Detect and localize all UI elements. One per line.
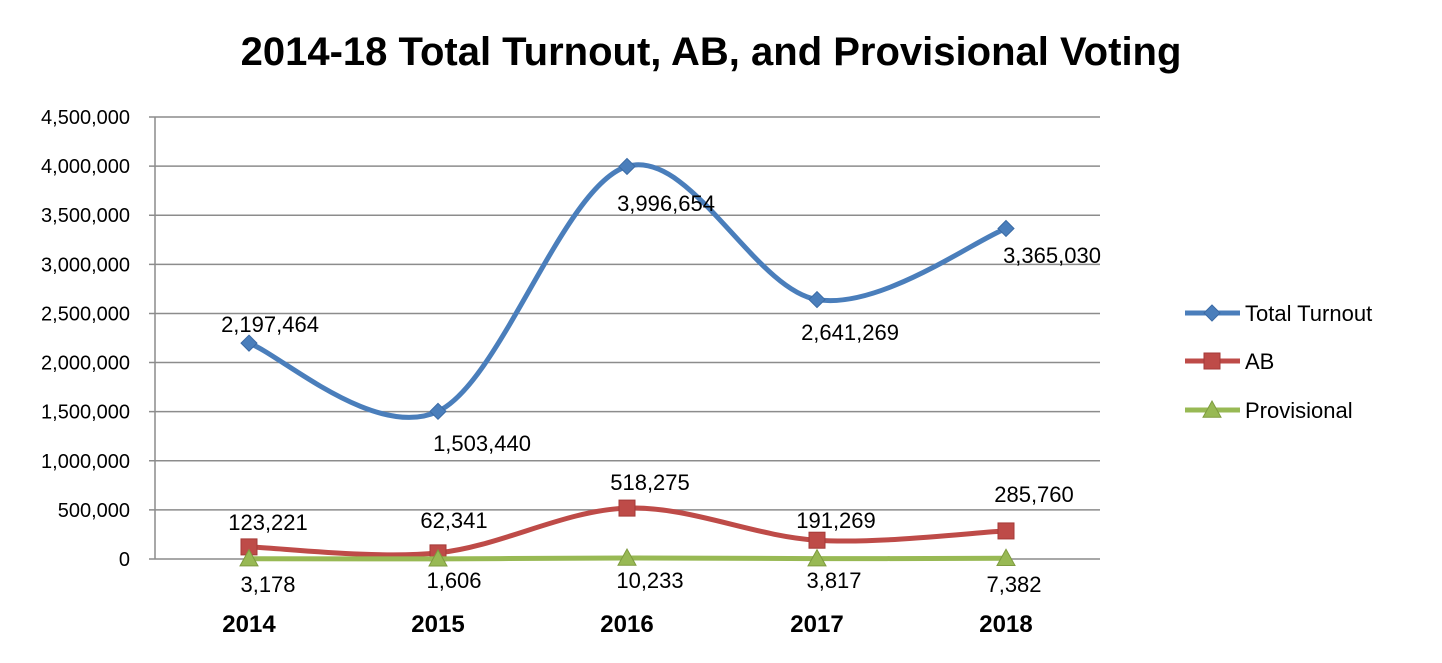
data-label: 3,178 (240, 572, 295, 597)
y-tick-label: 3,500,000 (41, 205, 130, 227)
y-tick-label: 500,000 (58, 500, 130, 522)
data-label: 1,503,440 (433, 431, 531, 456)
data-label: 285,760 (994, 482, 1074, 507)
data-label: 3,365,030 (1003, 243, 1101, 268)
series-provisional (239, 547, 1016, 567)
data-point (618, 499, 636, 517)
data-point (808, 290, 826, 309)
y-tick-label: 2,000,000 (41, 353, 130, 375)
legend-label: AB (1245, 349, 1274, 374)
y-tick-label: 4,500,000 (41, 107, 130, 129)
data-label: 10,233 (616, 568, 683, 593)
chart-title: 2014-18 Total Turnout, AB, and Provision… (240, 30, 1182, 74)
data-label: 518,275 (610, 470, 690, 495)
data-point (429, 402, 447, 421)
data-label: 62,341 (420, 508, 487, 533)
legend-label: Provisional (1245, 398, 1353, 423)
data-label: 3,996,654 (617, 191, 715, 216)
y-tick-label: 4,000,000 (41, 156, 130, 178)
data-label: 2,197,464 (221, 312, 319, 337)
y-tick-label: 0 (119, 549, 130, 571)
legend-item: Provisional (1185, 398, 1353, 423)
x-tick-label: 2014 (222, 611, 276, 638)
data-point (997, 522, 1015, 540)
data-label: 191,269 (796, 508, 876, 533)
data-point (240, 334, 258, 352)
data-label: 123,221 (228, 510, 308, 535)
y-tick-label: 1,000,000 (41, 451, 130, 473)
data-point (428, 548, 448, 567)
x-tick-label: 2017 (790, 611, 843, 638)
data-point (997, 219, 1015, 238)
legend-item: Total Turnout (1185, 301, 1372, 326)
legend-marker (1203, 304, 1221, 322)
legend-marker (1202, 399, 1222, 418)
data-point (996, 548, 1016, 566)
data-label: 2,641,269 (801, 320, 899, 345)
data-point (807, 548, 827, 567)
data-labels: 2,197,464 1,503,440 3,996,654 2,641,269 3,36… (221, 191, 1101, 597)
data-point (618, 157, 636, 176)
series-total-turnout (240, 157, 1015, 421)
data-point (617, 547, 637, 566)
legend-item: AB (1185, 349, 1274, 374)
x-tick-label: 2018 (979, 611, 1032, 638)
legend-label: Total Turnout (1245, 301, 1372, 326)
legend-marker (1203, 352, 1221, 370)
data-label: 7,382 (986, 572, 1041, 597)
axes: 0 500,000 1,000,000 1,500,000 2,000,000 2,500… (41, 107, 1033, 638)
data-label: 3,817 (806, 568, 861, 593)
x-tick-label: 2015 (411, 611, 464, 638)
y-tick-label: 2,500,000 (41, 303, 130, 325)
data-point (808, 531, 826, 549)
legend: Total Turnout AB Provisional (1185, 301, 1372, 423)
y-tick-label: 1,500,000 (41, 402, 130, 424)
x-tick-label: 2016 (600, 611, 653, 638)
series (239, 157, 1016, 567)
data-point (239, 548, 259, 567)
data-label: 1,606 (426, 568, 481, 593)
y-tick-label: 3,000,000 (41, 254, 130, 276)
